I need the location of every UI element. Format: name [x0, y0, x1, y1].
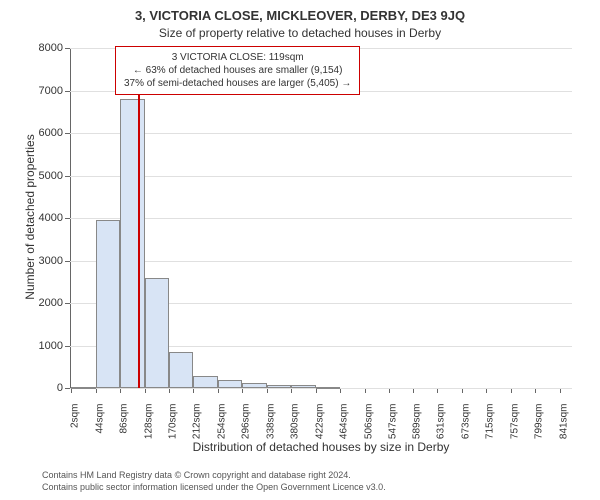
- histogram-bar: [71, 387, 95, 389]
- annotation-line1: 3 VICTORIA CLOSE: 119sqm: [124, 51, 351, 64]
- chart-container: 3, VICTORIA CLOSE, MICKLEOVER, DERBY, DE…: [0, 0, 600, 500]
- xtick-label: 799sqm: [534, 404, 545, 448]
- xtick-label: 547sqm: [387, 404, 398, 448]
- ytick-label: 1000: [25, 340, 63, 352]
- histogram-bar: [169, 352, 193, 388]
- xtick-label: 212sqm: [192, 404, 203, 448]
- histogram-bar: [120, 99, 144, 388]
- histogram-bar: [96, 220, 120, 388]
- xtick-label: 631sqm: [436, 404, 447, 448]
- footer-line2: Contains public sector information licen…: [42, 482, 386, 494]
- plot-area: [70, 48, 572, 388]
- ytick-label: 2000: [25, 297, 63, 309]
- xtick-label: 841sqm: [558, 404, 569, 448]
- xtick-label: 254sqm: [216, 404, 227, 448]
- xtick-label: 170sqm: [168, 404, 179, 448]
- footer-text: Contains HM Land Registry data © Crown c…: [42, 470, 386, 493]
- xtick-label: 422sqm: [314, 404, 325, 448]
- histogram-bar: [242, 383, 266, 388]
- histogram-bar: [218, 380, 242, 388]
- xtick-label: 2sqm: [70, 404, 81, 448]
- ytick-label: 5000: [25, 170, 63, 182]
- gridline: [70, 133, 572, 134]
- histogram-bar: [193, 376, 217, 388]
- ytick-label: 4000: [25, 212, 63, 224]
- xtick-label: 338sqm: [265, 404, 276, 448]
- reference-line: [138, 48, 140, 388]
- ytick-label: 0: [25, 382, 63, 394]
- ytick-label: 8000: [25, 42, 63, 54]
- xtick-label: 128sqm: [143, 404, 154, 448]
- xtick-label: 506sqm: [363, 404, 374, 448]
- xtick-label: 44sqm: [94, 404, 105, 448]
- xtick-label: 673sqm: [460, 404, 471, 448]
- chart-title-sub: Size of property relative to detached ho…: [0, 26, 600, 40]
- gridline: [70, 261, 572, 262]
- xtick-label: 380sqm: [290, 404, 301, 448]
- footer-line1: Contains HM Land Registry data © Crown c…: [42, 470, 386, 482]
- xtick-label: 464sqm: [339, 404, 350, 448]
- gridline: [70, 176, 572, 177]
- histogram-bar: [267, 385, 291, 388]
- chart-title-main: 3, VICTORIA CLOSE, MICKLEOVER, DERBY, DE…: [0, 8, 600, 23]
- histogram-bar: [291, 385, 315, 388]
- ytick-label: 6000: [25, 127, 63, 139]
- xtick-label: 296sqm: [241, 404, 252, 448]
- xtick-label: 757sqm: [509, 404, 520, 448]
- xtick-label: 589sqm: [412, 404, 423, 448]
- annotation-box: 3 VICTORIA CLOSE: 119sqm ← 63% of detach…: [115, 46, 360, 95]
- ytick-label: 3000: [25, 255, 63, 267]
- histogram-bar: [316, 387, 340, 389]
- ytick-label: 7000: [25, 85, 63, 97]
- gridline: [70, 218, 572, 219]
- xtick-label: 86sqm: [119, 404, 130, 448]
- annotation-line2: ← 63% of detached houses are smaller (9,…: [124, 64, 351, 77]
- xtick-label: 715sqm: [485, 404, 496, 448]
- histogram-bar: [145, 278, 169, 389]
- annotation-line3: 37% of semi-detached houses are larger (…: [124, 77, 351, 90]
